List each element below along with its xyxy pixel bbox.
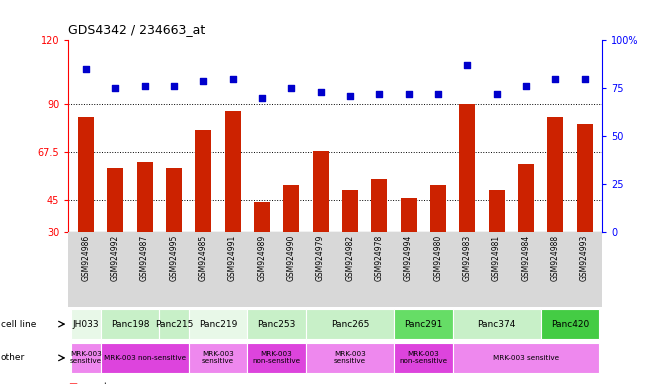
Bar (189, 309, 247, 339)
Text: GDS4342 / 234663_at: GDS4342 / 234663_at (68, 23, 206, 36)
Text: Panc265: Panc265 (331, 319, 369, 329)
Bar (72, 309, 101, 339)
Text: GSM924982: GSM924982 (346, 235, 354, 281)
Text: count: count (83, 382, 108, 384)
Text: MRK-003 non-sensitive: MRK-003 non-sensitive (104, 355, 186, 361)
Bar (518, 164, 534, 232)
Bar (101, 309, 159, 339)
Text: GSM924992: GSM924992 (111, 235, 120, 281)
Point (139, 83, 150, 89)
Text: GSM924979: GSM924979 (316, 235, 325, 281)
Bar (540, 309, 599, 339)
Bar (159, 309, 189, 339)
Text: GSM924986: GSM924986 (81, 235, 90, 281)
Bar (547, 117, 563, 232)
Bar (452, 343, 599, 373)
Text: GSM924980: GSM924980 (434, 235, 443, 281)
Bar (312, 151, 329, 232)
Bar (283, 185, 299, 232)
Bar (254, 202, 270, 232)
Text: GSM924990: GSM924990 (287, 235, 296, 281)
Point (256, 95, 267, 101)
Text: Panc219: Panc219 (199, 319, 237, 329)
Bar (394, 309, 452, 339)
Bar (107, 168, 123, 232)
Text: MRK-003
sensitive: MRK-003 sensitive (202, 351, 234, 364)
Text: other: other (1, 353, 25, 362)
Text: GSM924978: GSM924978 (375, 235, 383, 281)
Point (492, 91, 502, 97)
Text: ■: ■ (68, 382, 77, 384)
Point (110, 85, 120, 91)
Point (579, 76, 590, 82)
Text: MRK-003
non-sensitive: MRK-003 non-sensitive (399, 351, 447, 364)
Text: Panc253: Panc253 (257, 319, 296, 329)
Text: GSM924984: GSM924984 (521, 235, 531, 281)
Bar (247, 309, 306, 339)
Text: cell line: cell line (1, 319, 36, 329)
Bar (195, 130, 212, 232)
Text: GSM924983: GSM924983 (463, 235, 472, 281)
Bar (394, 343, 452, 373)
Text: Panc215: Panc215 (155, 319, 193, 329)
Point (550, 76, 561, 82)
Bar (342, 190, 358, 232)
Bar (247, 343, 306, 373)
Bar (430, 185, 446, 232)
Bar (452, 309, 540, 339)
Text: JH033: JH033 (73, 319, 99, 329)
Text: MRK-003
sensitive: MRK-003 sensitive (334, 351, 366, 364)
Bar (306, 309, 394, 339)
Text: GSM924989: GSM924989 (257, 235, 266, 281)
Text: MRK-003
sensitive: MRK-003 sensitive (70, 351, 102, 364)
Point (169, 83, 179, 89)
Bar (189, 343, 247, 373)
Text: Panc420: Panc420 (551, 319, 589, 329)
Text: GSM924985: GSM924985 (199, 235, 208, 281)
Point (198, 78, 208, 84)
Bar (101, 343, 189, 373)
Bar (371, 179, 387, 232)
Bar (166, 168, 182, 232)
Bar (72, 343, 101, 373)
Bar (306, 343, 394, 373)
Bar (78, 117, 94, 232)
Text: GSM924987: GSM924987 (140, 235, 149, 281)
Text: Panc374: Panc374 (477, 319, 516, 329)
Text: GSM924981: GSM924981 (492, 235, 501, 281)
Text: GSM924991: GSM924991 (228, 235, 237, 281)
Point (286, 85, 296, 91)
Bar (400, 198, 417, 232)
Bar (488, 190, 505, 232)
Point (433, 91, 443, 97)
Text: GSM924995: GSM924995 (169, 235, 178, 281)
Point (345, 93, 355, 99)
Text: GSM924988: GSM924988 (551, 235, 560, 281)
Text: MRK-003
non-sensitive: MRK-003 non-sensitive (253, 351, 301, 364)
Bar (137, 162, 153, 232)
Text: MRK-003 sensitive: MRK-003 sensitive (493, 355, 559, 361)
Point (404, 91, 414, 97)
Text: Panc291: Panc291 (404, 319, 443, 329)
Bar (225, 111, 241, 232)
Bar (577, 124, 592, 232)
Point (315, 89, 326, 95)
Point (374, 91, 385, 97)
Point (462, 62, 473, 68)
Bar (459, 104, 475, 232)
Text: Panc198: Panc198 (111, 319, 149, 329)
Point (81, 66, 91, 72)
Point (227, 76, 238, 82)
Point (521, 83, 531, 89)
Text: GSM924993: GSM924993 (580, 235, 589, 281)
Text: GSM924994: GSM924994 (404, 235, 413, 281)
